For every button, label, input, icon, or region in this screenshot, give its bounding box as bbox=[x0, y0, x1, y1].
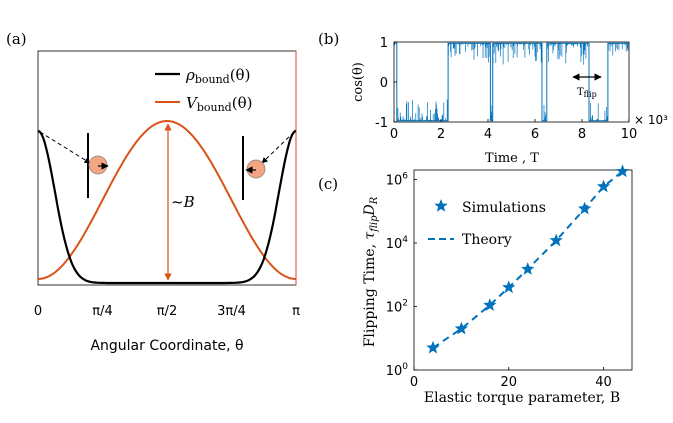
right-dashed-arrow bbox=[261, 131, 295, 164]
panel-c-y-tick-label: 104 bbox=[386, 235, 409, 252]
panel-c-y-tick-label: 100 bbox=[386, 362, 409, 379]
panel-b: (b) 0 2 4 6 8 10-101 cos(θ) Time , T × 10³ Tf… bbox=[318, 30, 668, 166]
panel-a-legend: ρbound(θ) Vbound(θ) bbox=[155, 66, 252, 114]
cos-theta-trace bbox=[394, 42, 629, 122]
series-rho-bound-line bbox=[37, 129, 297, 285]
panel-b-ticks: 0 2 4 6 8 10-101 bbox=[375, 36, 637, 142]
left-particle bbox=[88, 155, 108, 175]
legend-simulations-label: Simulations bbox=[462, 200, 546, 216]
panel-a-label: (a) bbox=[6, 30, 27, 48]
legend-rho-label: ρbound(θ) bbox=[185, 66, 250, 86]
panel-b-x-tick-label: 6 bbox=[531, 127, 539, 142]
right-particle bbox=[246, 159, 266, 179]
t-flip-label: Tflip bbox=[577, 87, 597, 99]
panel-a-x-tick-label: 0 bbox=[34, 304, 42, 319]
panel-b-label: (b) bbox=[318, 30, 339, 48]
panel-b-y-label: cos(θ) bbox=[351, 62, 366, 102]
panel-c-axes-box bbox=[413, 169, 633, 371]
panel-c-legend: Simulations Theory bbox=[428, 199, 546, 248]
theory-line bbox=[432, 170, 624, 349]
panel-b-x-label: Time , T bbox=[485, 151, 539, 166]
panel-b-axes-box bbox=[393, 41, 630, 123]
simulation-marker bbox=[426, 340, 440, 354]
panel-c-label: (c) bbox=[318, 175, 338, 193]
panel-b-x-tick-label: 8 bbox=[578, 127, 586, 142]
panel-c-x-label: Elastic torque parameter, B bbox=[424, 390, 620, 406]
simulation-marker bbox=[521, 262, 535, 275]
left-particle-sketch bbox=[39, 131, 109, 198]
panel-c-y-label: Flipping Time, τflipDR bbox=[362, 196, 380, 347]
panel-b-y-tick-label: 1 bbox=[380, 36, 388, 51]
simulation-marker bbox=[615, 164, 630, 178]
panel-b-y-tick-label: -1 bbox=[375, 116, 388, 131]
simulation-marker bbox=[502, 280, 516, 294]
panel-b-x-tick-label: 0 bbox=[390, 127, 398, 142]
legend-v-label: Vbound(θ) bbox=[186, 94, 252, 114]
panel-a-x-tick-label: π/4 bbox=[92, 304, 112, 319]
panel-b-x-tick-label: 2 bbox=[437, 127, 445, 142]
legend-theory-label: Theory bbox=[462, 232, 512, 248]
right-particle-sketch bbox=[242, 131, 295, 200]
panel-c: (c) 0 20 40 100 102 104 106 Simulations Theory… bbox=[318, 164, 633, 406]
panel-c-x-tick-label: 0 bbox=[410, 375, 418, 390]
panel-a-x-tick-label: 3π/4 bbox=[217, 304, 246, 319]
simulation-markers bbox=[426, 164, 630, 354]
panel-a-x-tick-label: π/2 bbox=[157, 304, 177, 319]
simulation-marker bbox=[549, 233, 563, 247]
panel-a-x-tick-labels: 0 π/4 π/2 3π/4 π bbox=[34, 304, 300, 319]
simulation-marker bbox=[596, 179, 611, 193]
legend-simulations-marker bbox=[434, 199, 448, 212]
panel-b-x-multiplier: × 10³ bbox=[634, 113, 668, 127]
panel-a-x-tick-label: π bbox=[292, 304, 300, 319]
series-v-bound-line bbox=[38, 120, 296, 280]
panel-c-x-tick-label: 20 bbox=[501, 375, 518, 390]
simulation-marker bbox=[454, 321, 468, 335]
panel-a: (a) ~B ρbound(θ) Vbound(θ) 0 π/ bbox=[6, 30, 300, 354]
panel-a-x-label: Angular Coordinate, θ bbox=[90, 338, 243, 354]
b-annotation: ~B bbox=[171, 193, 195, 211]
left-dashed-arrow bbox=[39, 131, 91, 164]
cos-theta-noise bbox=[393, 43, 629, 121]
panel-c-y-tick-label: 106 bbox=[386, 172, 409, 189]
panel-c-y-tick-label: 102 bbox=[386, 299, 408, 316]
panel-b-x-tick-label: 4 bbox=[484, 127, 492, 142]
panel-b-x-tick-label: 10 bbox=[621, 127, 638, 142]
simulation-marker bbox=[483, 298, 497, 311]
panel-c-x-tick-label: 40 bbox=[595, 375, 612, 390]
simulation-marker bbox=[578, 201, 592, 215]
panel-b-y-tick-label: 0 bbox=[380, 76, 388, 91]
